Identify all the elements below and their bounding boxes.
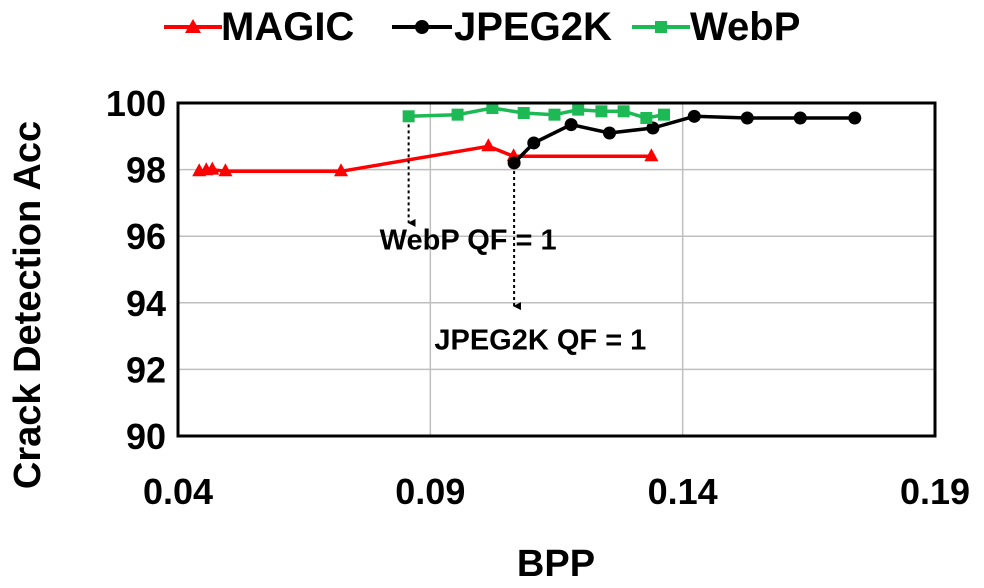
y-tick-label: 96	[126, 216, 166, 257]
x-tick-label: 0.19	[900, 471, 970, 512]
legend-label-webp: WebP	[690, 5, 800, 49]
plot-frame	[176, 101, 937, 438]
data-point-jpeg2k	[793, 111, 807, 125]
y-tick-label: 92	[126, 349, 166, 390]
data-point-jpeg2k	[527, 136, 541, 150]
legend-label-jpeg2k: JPEG2K	[454, 5, 612, 49]
annotation-label: JPEG2K QF = 1	[434, 324, 646, 356]
x-tick-labels: 0.04 0.09 0.14 0.19	[143, 471, 970, 512]
series-line-magic	[198, 144, 652, 174]
x-axis-title: BPP	[517, 543, 595, 585]
data-point-webp	[451, 108, 464, 121]
data-point-webp	[640, 111, 653, 124]
data-point-jpeg2k	[687, 109, 701, 123]
legend: MAGIC JPEG2K WebP	[164, 5, 800, 49]
data-point-magic	[481, 138, 496, 152]
data-point-jpeg2k	[507, 156, 521, 170]
y-tick-label: 100	[106, 83, 166, 124]
grid	[178, 103, 935, 436]
data-point-webp	[572, 103, 585, 116]
annotations: WebP QF = 1 JPEG2K QF = 1	[380, 124, 646, 356]
data-point-jpeg2k	[602, 126, 616, 140]
series-line-webp	[408, 106, 665, 120]
legend-label-magic: MAGIC	[221, 5, 354, 49]
y-tick-label: 98	[126, 150, 166, 191]
data-point-webp	[548, 108, 561, 121]
legend-item-jpeg2k: JPEG2K	[392, 5, 612, 49]
data-point-webp	[517, 106, 530, 119]
annotation-label: WebP QF = 1	[380, 225, 557, 257]
data-point-jpeg2k	[646, 121, 660, 135]
series-magic	[192, 138, 659, 177]
data-point-webp	[486, 101, 499, 114]
data-point-webp	[402, 110, 415, 123]
y-tick-label: 90	[126, 416, 166, 457]
x-tick-label: 0.14	[648, 471, 718, 512]
data-point-webp	[595, 105, 608, 118]
x-tick-label: 0.04	[143, 471, 213, 512]
x-tick-label: 0.09	[395, 471, 465, 512]
data-point-webp	[657, 108, 670, 121]
data-point-jpeg2k	[564, 118, 578, 132]
data-point-jpeg2k	[740, 111, 754, 125]
data-point-magic	[218, 163, 233, 177]
data-point-magic	[334, 163, 349, 177]
data-point-jpeg2k	[848, 111, 862, 125]
series-webp	[402, 101, 670, 124]
series-jpeg2k	[507, 109, 862, 170]
data-point-magic	[205, 161, 220, 175]
series-group	[192, 101, 862, 177]
data-point-magic	[644, 148, 659, 162]
data-point-webp	[617, 105, 630, 118]
y-axis-title: Crack Detection Acc	[7, 121, 49, 489]
y-tick-labels: 90 92 94 96 98 100	[106, 83, 166, 457]
legend-item-magic: MAGIC	[164, 5, 354, 49]
legend-item-webp: WebP	[632, 5, 800, 49]
y-tick-label: 94	[126, 283, 166, 324]
